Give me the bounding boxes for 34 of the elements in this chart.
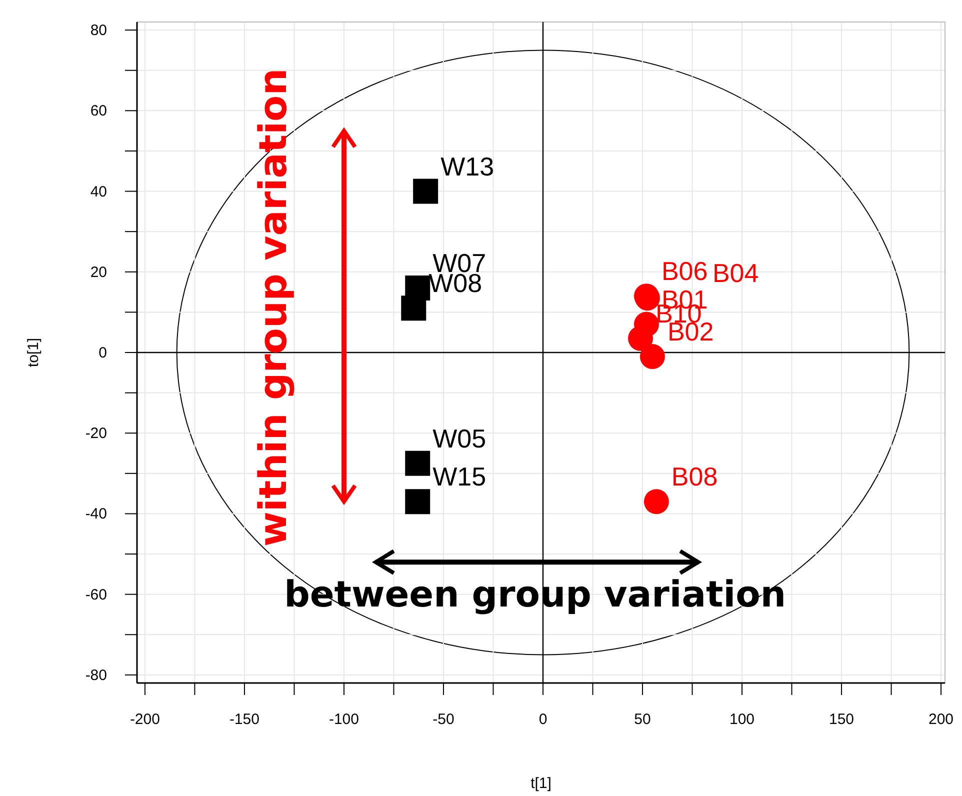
x-tick-label: -50 — [432, 711, 454, 728]
series-label: W05 — [432, 423, 486, 454]
series-label: W15 — [432, 462, 486, 492]
x-axis-title: t[1] — [530, 775, 552, 792]
point — [640, 344, 665, 370]
point — [644, 489, 669, 514]
y-tick-label: 60 — [90, 102, 107, 120]
x-tick-label: -100 — [328, 711, 359, 728]
text: B04 — [712, 258, 759, 288]
x-tick-label: 150 — [828, 711, 854, 728]
x-tick-label: -150 — [229, 711, 260, 728]
y-tick-label: 0 — [98, 344, 107, 362]
point — [628, 326, 654, 351]
y-tick-label: 20 — [90, 264, 107, 281]
y-tick-label: -60 — [85, 586, 107, 604]
point — [401, 296, 426, 321]
point — [413, 178, 438, 204]
point — [405, 450, 430, 476]
x-tick-label: -200 — [130, 711, 160, 728]
y-axis-title: to[1] — [25, 338, 42, 368]
y-tick-label: 40 — [90, 183, 107, 200]
x-tick-label: 0 — [538, 711, 548, 728]
y-tick-label: -80 — [85, 666, 107, 684]
series-label: B06 — [661, 256, 708, 286]
y-tick-label: -40 — [85, 506, 107, 523]
x-tick-label: 100 — [729, 711, 755, 728]
y-tick-label: 80 — [90, 22, 107, 40]
series-label: B08 — [671, 462, 718, 492]
annotation: within group variation — [251, 68, 295, 547]
x-tick-label: 200 — [928, 711, 954, 728]
x-tick-label: 50 — [634, 711, 651, 728]
series-label: W13 — [440, 151, 494, 182]
y-tick-label: -20 — [85, 425, 107, 442]
point — [405, 489, 430, 514]
